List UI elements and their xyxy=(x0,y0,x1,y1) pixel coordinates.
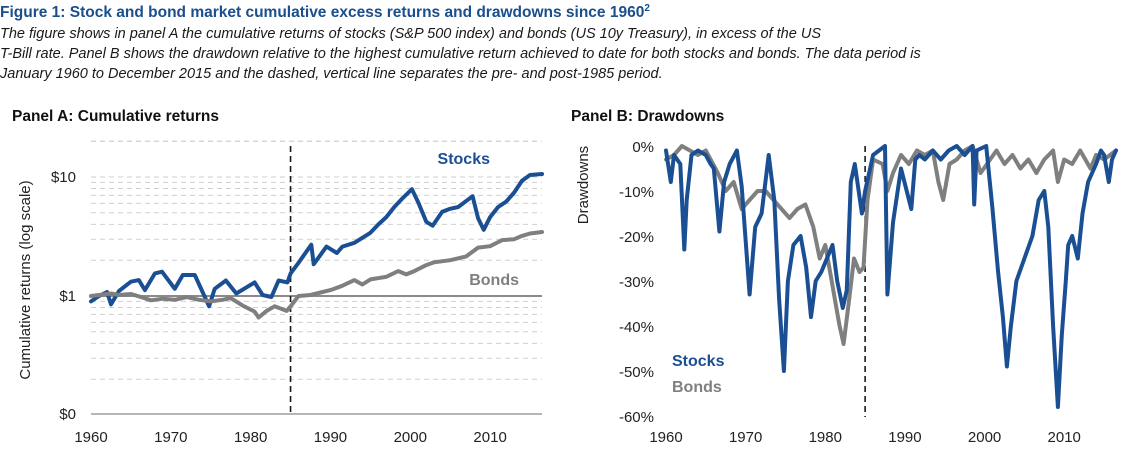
caption-line: The figure shows in panel A the cumulati… xyxy=(0,26,821,42)
caption-line: January 1960 to December 2015 and the da… xyxy=(0,66,663,82)
y-tick-label: -20% xyxy=(619,229,654,246)
x-tick-label: 1960 xyxy=(649,429,682,446)
y-tick-label: -30% xyxy=(619,274,654,291)
x-tick-label: 1980 xyxy=(809,429,842,446)
x-tick-label: 1970 xyxy=(729,429,762,446)
footnote-marker: 2 xyxy=(644,3,650,14)
x-tick-label: 2000 xyxy=(394,429,427,446)
y-tick-label: -10% xyxy=(619,184,654,201)
y-tick-label: -50% xyxy=(619,364,654,381)
x-tick-label: 1990 xyxy=(888,429,921,446)
series-label-stocks: Stocks xyxy=(438,151,491,168)
x-tick-label: 2010 xyxy=(473,429,506,446)
x-tick-label: 1990 xyxy=(314,429,347,446)
series-line-stocks xyxy=(89,172,544,309)
x-tick-label: 1960 xyxy=(74,429,107,446)
legend-stocks: Stocks xyxy=(672,353,725,370)
y-tick-label: $10 xyxy=(51,169,76,186)
y-tick-label: 0% xyxy=(632,139,654,156)
legend-bonds: Bonds xyxy=(672,379,722,396)
x-tick-label: 1970 xyxy=(154,429,187,446)
x-tick-label: 1980 xyxy=(234,429,267,446)
panel-a-plot xyxy=(89,140,544,415)
y-tick-label: $0 xyxy=(59,406,76,423)
y-tick-label: $1 xyxy=(59,288,76,305)
y-tick-label: -40% xyxy=(619,319,654,336)
caption-line: T-Bill rate. Panel B shows the drawdown … xyxy=(0,46,921,62)
series-label-bonds: Bonds xyxy=(469,272,519,289)
panel-a-title: Panel A: Cumulative returns xyxy=(12,108,220,125)
panel-b-title: Panel B: Drawdowns xyxy=(571,108,725,125)
figure-caption: The figure shows in panel A the cumulati… xyxy=(0,24,1124,84)
figure-title: Figure 1: Stock and bond market cumulati… xyxy=(0,3,650,22)
y-axis-label: Cumulative returns (log scale) xyxy=(17,180,34,379)
x-tick-label: 2000 xyxy=(968,429,1001,446)
x-tick-label: 2010 xyxy=(1048,429,1081,446)
y-tick-label: -60% xyxy=(619,409,654,426)
series-line-bonds xyxy=(664,144,1118,346)
panel-b-plot xyxy=(664,144,1118,417)
y-axis-label: Drawdowns xyxy=(575,146,592,224)
series-line-bonds xyxy=(89,230,544,320)
series-line-stocks xyxy=(664,144,1118,409)
